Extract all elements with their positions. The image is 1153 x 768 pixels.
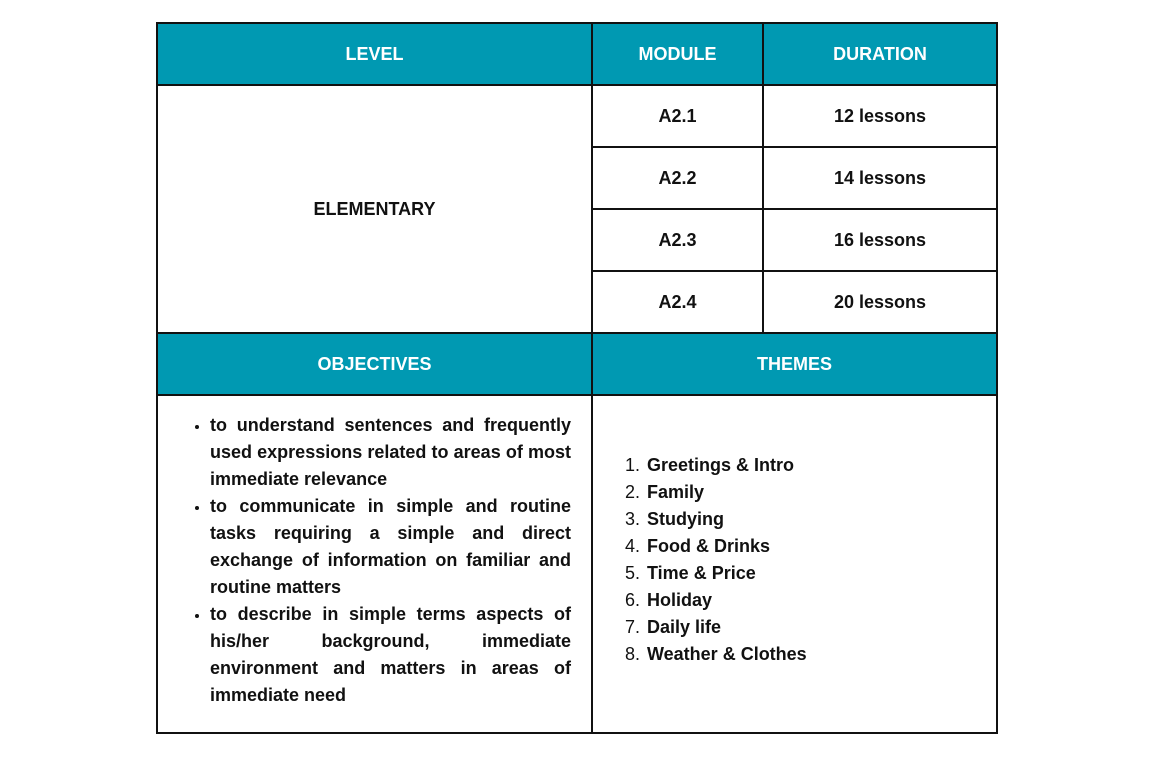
themes-list: Greetings & Intro Family Studying Food &… xyxy=(623,452,976,668)
duration-cell: 14 lessons xyxy=(762,146,998,210)
objective-item: to understand sentences and frequently u… xyxy=(210,412,571,493)
objective-item: to communicate in simple and routine tas… xyxy=(210,493,571,601)
theme-item: Holiday xyxy=(645,587,976,614)
theme-item: Studying xyxy=(645,506,976,533)
objective-item: to describe in simple terms aspects of h… xyxy=(210,601,571,709)
objectives-list: to understand sentences and frequently u… xyxy=(188,412,571,709)
course-table: LEVEL MODULE DURATION ELEMENTARY A2.1 12… xyxy=(156,22,998,734)
themes-cell: Greetings & Intro Family Studying Food &… xyxy=(591,394,998,734)
objectives-cell: to understand sentences and frequently u… xyxy=(156,394,593,734)
module-cell: A2.3 xyxy=(591,208,764,272)
theme-item: Greetings & Intro xyxy=(645,452,976,479)
duration-cell: 16 lessons xyxy=(762,208,998,272)
duration-cell: 20 lessons xyxy=(762,270,998,334)
header-objectives: OBJECTIVES xyxy=(156,332,593,396)
module-cell: A2.4 xyxy=(591,270,764,334)
theme-item: Time & Price xyxy=(645,560,976,587)
theme-item: Weather & Clothes xyxy=(645,641,976,668)
module-cell: A2.2 xyxy=(591,146,764,210)
header-module: MODULE xyxy=(591,22,764,86)
theme-item: Family xyxy=(645,479,976,506)
theme-item: Daily life xyxy=(645,614,976,641)
header-themes: THEMES xyxy=(591,332,998,396)
header-duration: DURATION xyxy=(762,22,998,86)
module-cell: A2.1 xyxy=(591,84,764,148)
level-cell: ELEMENTARY xyxy=(156,84,593,334)
theme-item: Food & Drinks xyxy=(645,533,976,560)
duration-cell: 12 lessons xyxy=(762,84,998,148)
header-level: LEVEL xyxy=(156,22,593,86)
